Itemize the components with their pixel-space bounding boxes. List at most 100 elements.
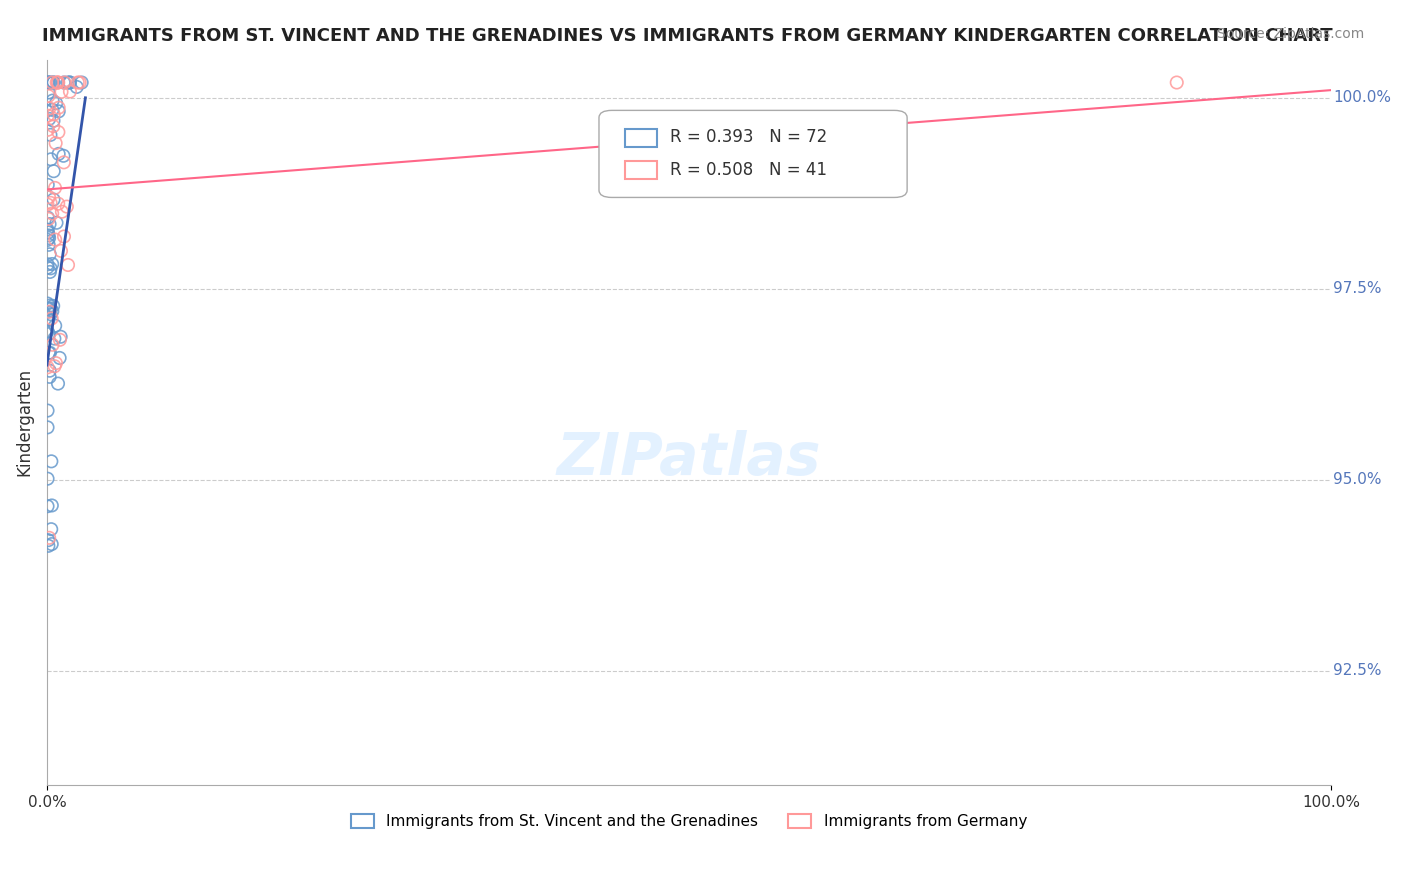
Text: 97.5%: 97.5%	[1333, 281, 1382, 296]
Point	[37, 324, 59, 338]
Point	[56, 200, 79, 214]
Point	[37, 233, 59, 247]
Point	[52, 155, 75, 169]
Point	[39, 261, 62, 276]
Text: 95.0%: 95.0%	[1333, 472, 1382, 487]
Point	[37, 222, 59, 236]
Text: R = 0.508   N = 41: R = 0.508 N = 41	[669, 161, 827, 179]
Point	[37, 109, 59, 123]
Point	[42, 193, 65, 207]
Point	[51, 204, 73, 219]
Point	[37, 301, 59, 316]
Point	[38, 364, 60, 378]
Y-axis label: Kindergarten: Kindergarten	[15, 368, 32, 476]
Point	[59, 76, 82, 90]
Point	[37, 539, 59, 553]
Point	[39, 153, 62, 167]
Point	[45, 216, 67, 230]
Text: ZIPatlas: ZIPatlas	[557, 430, 821, 487]
FancyBboxPatch shape	[599, 111, 907, 197]
Point	[41, 103, 63, 117]
Point	[42, 119, 65, 133]
Point	[46, 76, 69, 90]
Point	[39, 299, 62, 313]
Point	[37, 76, 59, 90]
Point	[38, 231, 60, 245]
Point	[37, 211, 59, 225]
Point	[45, 356, 67, 370]
Point	[44, 181, 66, 195]
Point	[48, 101, 70, 115]
Point	[52, 76, 75, 90]
Point	[51, 85, 73, 99]
Point	[49, 330, 72, 344]
Point	[38, 237, 60, 252]
Point	[37, 89, 59, 103]
Point	[59, 76, 82, 90]
Point	[56, 258, 79, 272]
Point	[42, 107, 65, 121]
Point	[37, 123, 59, 137]
Point	[56, 76, 79, 90]
Point	[38, 304, 60, 318]
Point	[39, 128, 62, 142]
Point	[37, 301, 59, 316]
Point	[41, 206, 63, 220]
Point	[37, 472, 59, 486]
Point	[41, 76, 63, 90]
Point	[38, 369, 60, 384]
Text: 92.5%: 92.5%	[1333, 663, 1382, 678]
Point	[38, 228, 60, 243]
Point	[59, 85, 82, 99]
Point	[37, 499, 59, 513]
Point	[38, 531, 60, 545]
Point	[39, 522, 62, 536]
Point	[53, 76, 76, 90]
Point	[41, 537, 63, 551]
Point	[42, 164, 65, 178]
Point	[41, 304, 63, 318]
Point	[37, 178, 59, 192]
Point	[37, 304, 59, 318]
Point	[66, 79, 89, 94]
Point	[48, 147, 70, 161]
Point	[38, 190, 60, 204]
Point	[37, 403, 59, 417]
Point	[49, 244, 72, 258]
Point	[38, 211, 60, 226]
Point	[38, 217, 60, 231]
Point	[41, 257, 63, 271]
Point	[37, 360, 59, 375]
Point	[39, 195, 62, 210]
Text: Source: ZipAtlas.com: Source: ZipAtlas.com	[1216, 27, 1364, 41]
Point	[39, 307, 62, 321]
Point	[48, 351, 70, 365]
Point	[41, 338, 63, 352]
Point	[38, 76, 60, 90]
Point	[37, 257, 59, 271]
Point	[52, 149, 75, 163]
Point	[37, 260, 59, 275]
Point	[41, 454, 63, 468]
Point	[48, 104, 70, 119]
Point	[41, 499, 63, 513]
Point	[38, 327, 60, 342]
Point	[46, 196, 69, 211]
Text: R = 0.393   N = 72: R = 0.393 N = 72	[669, 128, 827, 146]
Point	[37, 197, 59, 211]
Point	[41, 94, 63, 108]
Point	[69, 76, 91, 90]
Point	[37, 420, 59, 434]
Point	[41, 311, 63, 326]
Point	[45, 76, 67, 90]
Point	[37, 313, 59, 327]
Point	[42, 113, 65, 128]
Point	[48, 125, 70, 139]
Point	[70, 76, 93, 90]
Point	[53, 229, 76, 244]
Point	[37, 296, 59, 310]
Point	[37, 76, 59, 90]
Point	[42, 76, 65, 90]
Point	[39, 76, 62, 90]
Point	[66, 76, 89, 90]
